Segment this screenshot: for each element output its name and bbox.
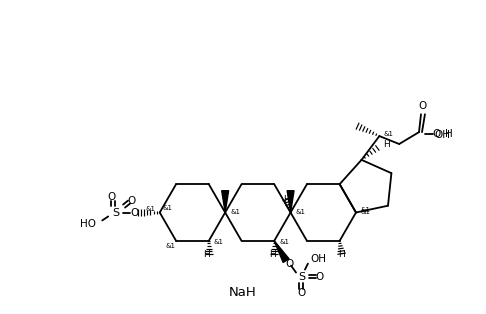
- Text: S: S: [113, 208, 120, 218]
- Text: H: H: [338, 250, 345, 259]
- Polygon shape: [287, 191, 294, 213]
- Text: &1: &1: [163, 204, 173, 211]
- Text: &1: &1: [361, 208, 371, 214]
- Text: &1: &1: [383, 131, 393, 137]
- Text: O: O: [131, 208, 139, 218]
- Text: &1: &1: [165, 243, 175, 249]
- Text: H: H: [204, 250, 210, 259]
- Text: &1: &1: [230, 208, 240, 214]
- Text: O: O: [298, 288, 306, 298]
- Text: &1: &1: [361, 207, 371, 213]
- Text: &1: &1: [279, 239, 289, 245]
- Text: NaH: NaH: [229, 286, 257, 299]
- Text: OH: OH: [310, 254, 326, 264]
- Text: O: O: [316, 272, 324, 282]
- Text: O: O: [128, 196, 136, 206]
- Text: HO: HO: [80, 219, 96, 230]
- Text: O: O: [107, 192, 115, 202]
- Text: OH: OH: [435, 130, 451, 140]
- Text: H: H: [445, 129, 452, 139]
- Text: H: H: [283, 195, 290, 203]
- Text: O: O: [419, 101, 427, 111]
- Polygon shape: [222, 191, 228, 213]
- Text: H: H: [383, 139, 390, 149]
- Polygon shape: [274, 241, 289, 263]
- Text: &1: &1: [146, 206, 156, 212]
- Text: O: O: [433, 129, 441, 139]
- Text: O: O: [285, 259, 293, 269]
- Text: S: S: [298, 272, 306, 282]
- Text: H: H: [269, 250, 276, 259]
- Text: &1: &1: [295, 208, 306, 214]
- Text: &1: &1: [214, 239, 224, 245]
